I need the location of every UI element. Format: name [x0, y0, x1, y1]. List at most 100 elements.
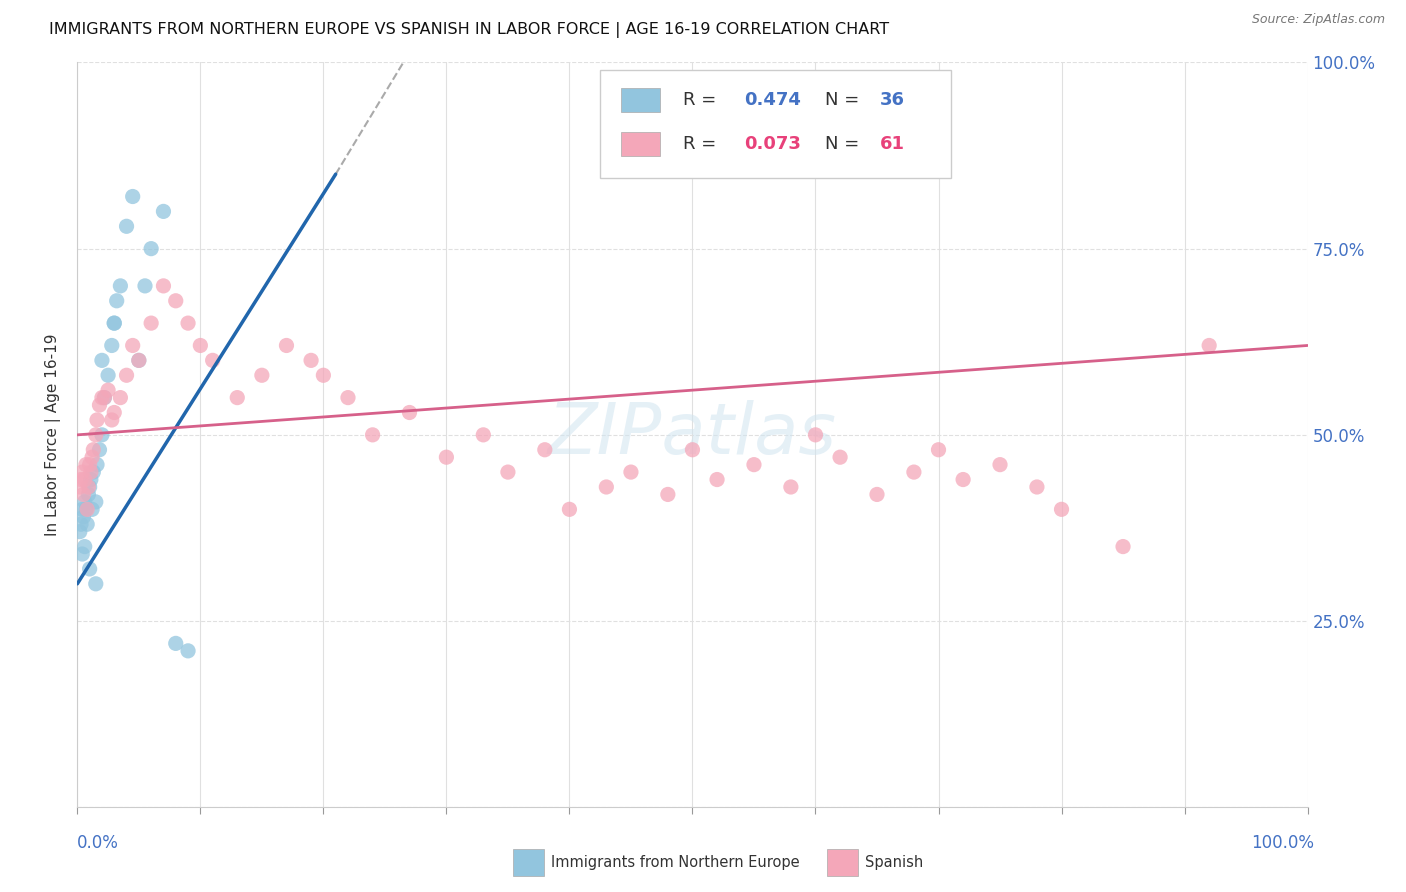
Point — [141, 242, 163, 256]
Point — [134, 279, 156, 293]
FancyBboxPatch shape — [600, 70, 950, 178]
Point — [77, 480, 100, 494]
Point — [1026, 480, 1049, 494]
Point — [830, 450, 852, 465]
Point — [152, 204, 174, 219]
Point — [75, 502, 97, 516]
Text: 100.0%: 100.0% — [1251, 834, 1315, 852]
Point — [103, 405, 125, 419]
Point — [128, 353, 150, 368]
Point — [398, 405, 420, 419]
Point — [82, 450, 104, 465]
Point — [250, 368, 273, 383]
Point — [70, 547, 93, 561]
Point — [742, 458, 765, 472]
Point — [1050, 502, 1073, 516]
Point — [1198, 338, 1220, 352]
Point — [804, 428, 827, 442]
Point — [82, 442, 104, 457]
Point — [84, 495, 107, 509]
Point — [70, 517, 93, 532]
Point — [97, 383, 120, 397]
Point — [110, 279, 132, 293]
Point — [903, 465, 925, 479]
Text: Source: ZipAtlas.com: Source: ZipAtlas.com — [1251, 13, 1385, 27]
Point — [86, 413, 108, 427]
Text: N =: N = — [825, 136, 865, 153]
Point — [73, 495, 96, 509]
Point — [115, 219, 138, 234]
Text: 0.474: 0.474 — [744, 91, 801, 109]
Text: IMMIGRANTS FROM NORTHERN EUROPE VS SPANISH IN LABOR FORCE | AGE 16-19 CORRELATIO: IMMIGRANTS FROM NORTHERN EUROPE VS SPANI… — [49, 22, 890, 38]
Text: R =: R = — [683, 91, 721, 109]
Point — [82, 465, 104, 479]
Point — [152, 279, 174, 293]
Point — [496, 465, 519, 479]
Point — [93, 391, 115, 405]
Point — [276, 338, 298, 352]
Point — [70, 465, 93, 479]
Point — [121, 189, 143, 203]
Point — [952, 473, 974, 487]
Point — [84, 428, 107, 442]
Point — [76, 517, 98, 532]
Point — [101, 413, 124, 427]
Point — [706, 473, 728, 487]
Point — [657, 487, 679, 501]
Text: 36: 36 — [880, 91, 904, 109]
Point — [558, 502, 581, 516]
Point — [595, 480, 617, 494]
Point — [226, 391, 249, 405]
Point — [79, 562, 101, 576]
Point — [79, 480, 101, 494]
Point — [70, 502, 93, 516]
Point — [988, 458, 1011, 472]
Text: ZIPatlas: ZIPatlas — [548, 401, 837, 469]
Point — [73, 473, 96, 487]
Point — [165, 293, 187, 308]
Point — [141, 316, 163, 330]
Point — [165, 636, 187, 650]
Point — [90, 353, 114, 368]
Point — [337, 391, 360, 405]
Point — [80, 465, 103, 479]
Point — [97, 368, 120, 383]
Y-axis label: In Labor Force | Age 16-19: In Labor Force | Age 16-19 — [45, 334, 62, 536]
Point — [190, 338, 212, 352]
Point — [73, 540, 96, 554]
Point — [110, 391, 132, 405]
Point — [89, 398, 111, 412]
Text: Immigrants from Northern Europe: Immigrants from Northern Europe — [551, 855, 800, 870]
Point — [70, 473, 93, 487]
Point — [121, 338, 143, 352]
Point — [361, 428, 384, 442]
Point — [534, 442, 557, 457]
Text: R =: R = — [683, 136, 721, 153]
Point — [866, 487, 889, 501]
Point — [101, 338, 124, 352]
Point — [79, 458, 101, 472]
Text: Spanish: Spanish — [865, 855, 922, 870]
Point — [472, 428, 495, 442]
Bar — [621, 132, 661, 156]
Bar — [621, 87, 661, 112]
Point — [128, 353, 150, 368]
Text: 0.0%: 0.0% — [77, 834, 120, 852]
Text: 61: 61 — [880, 136, 904, 153]
Point — [201, 353, 224, 368]
Point — [72, 487, 94, 501]
Point — [682, 442, 704, 457]
Point — [928, 442, 950, 457]
Point — [75, 458, 97, 472]
Point — [177, 644, 200, 658]
Point — [76, 502, 98, 516]
Point — [103, 316, 125, 330]
Point — [105, 293, 128, 308]
Point — [780, 480, 803, 494]
Point — [177, 316, 200, 330]
Point — [72, 509, 94, 524]
Point — [103, 316, 125, 330]
Point — [312, 368, 335, 383]
Point — [82, 502, 104, 516]
Point — [86, 458, 108, 472]
